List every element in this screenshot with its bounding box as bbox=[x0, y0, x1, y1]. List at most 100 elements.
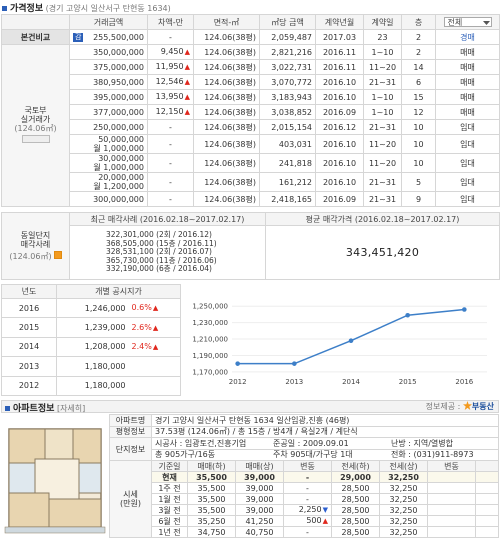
year: 2014 bbox=[1, 336, 57, 358]
contract-day: 21~31 bbox=[363, 74, 402, 90]
point bbox=[462, 307, 467, 312]
apartment-table: 아파트명 경기 고양시 일산서구 탄현동 1634 일산임광,진흥 (46평) 평형… bbox=[109, 414, 500, 538]
column-header: 거래금액 bbox=[69, 14, 148, 30]
area-text: (124.06㎡) bbox=[9, 252, 52, 261]
case-note: (11층 / 2016.06) bbox=[156, 255, 217, 265]
diff-text: - bbox=[169, 158, 172, 168]
rent-low: 29,000 bbox=[331, 471, 380, 483]
rent-high: 32,250 bbox=[379, 482, 428, 494]
contract-month: 2016.10 bbox=[315, 74, 364, 90]
sale-low: 35,500 bbox=[187, 493, 236, 505]
address: (경기 고양시 일산서구 탄현동 1634) bbox=[45, 4, 171, 13]
market-date: 현재 bbox=[151, 471, 188, 483]
land-change: 2.4%▲ bbox=[128, 336, 182, 358]
column-header: 개별 공시지가 bbox=[55, 284, 182, 299]
up-arrow: ▲ bbox=[184, 93, 190, 101]
info-label: 평형정보 bbox=[109, 425, 152, 438]
per-m2: 3,038,852 bbox=[259, 104, 316, 120]
auction-area: (124.06㎡) bbox=[5, 249, 66, 261]
up-arrow: ▲ bbox=[152, 342, 159, 351]
area: 124.06(38평) bbox=[193, 44, 260, 60]
case-price: 368,505,000 bbox=[106, 238, 154, 248]
year: 2012 bbox=[1, 375, 57, 396]
per-m2: 2,059,487 bbox=[259, 29, 316, 45]
deal-row: 380,950,000 12,546▲ 124.06(38평) 3,070,772 20… bbox=[2, 74, 500, 90]
sale-change: - bbox=[283, 471, 332, 483]
change-text: 2,250 bbox=[298, 505, 322, 515]
sale-high: 39,000 bbox=[235, 471, 284, 483]
case-note: (15층 / 2016.11) bbox=[156, 238, 217, 248]
case-price: 322,301,000 bbox=[106, 230, 154, 240]
diff-text: - bbox=[169, 122, 172, 132]
bullet bbox=[5, 406, 10, 411]
sale-change: - bbox=[283, 482, 332, 494]
complex-item: 총 905가구/16동 bbox=[155, 450, 216, 460]
sale-low: 35,500 bbox=[187, 504, 236, 516]
floor: 14 bbox=[401, 59, 436, 75]
change-text: 0.6% bbox=[131, 303, 152, 313]
change-text: - bbox=[306, 527, 309, 537]
x-tick-label: 2013 bbox=[285, 378, 303, 386]
amount-line: 월 1,000,000 bbox=[93, 163, 144, 172]
source-name: 부동산 bbox=[471, 402, 494, 411]
kind: 매매 bbox=[435, 44, 500, 60]
detail-link[interactable]: [자세히] bbox=[56, 404, 86, 413]
rent-high: 32,250 bbox=[379, 526, 428, 538]
area: 124.06(38평) bbox=[193, 119, 260, 135]
land-change bbox=[128, 375, 182, 396]
auction-label: 동일단지 매각사례 (124.06㎡) bbox=[1, 212, 70, 280]
market-date: 1월 전 bbox=[151, 493, 188, 505]
x-tick-label: 2014 bbox=[342, 378, 360, 386]
diff: 11,950▲ bbox=[147, 59, 194, 75]
market-date: 3월 전 bbox=[151, 504, 188, 516]
average-price: 343,451,420 bbox=[345, 245, 420, 259]
source: 정보제공 : 부동산 bbox=[426, 401, 494, 412]
x-tick-label: 2012 bbox=[229, 378, 247, 386]
case-note: (2회 / 2016.07) bbox=[156, 247, 212, 257]
market-spacer bbox=[474, 471, 500, 483]
rent-high: 32,250 bbox=[379, 493, 428, 505]
bullet bbox=[2, 6, 7, 11]
amount-text: 255,500,000 bbox=[93, 32, 144, 42]
filter-value: 전체 bbox=[447, 18, 463, 27]
sale-high: 41,250 bbox=[235, 515, 284, 527]
kind: 임대 bbox=[435, 172, 500, 192]
info-icon[interactable] bbox=[53, 251, 62, 259]
rent-change bbox=[427, 526, 476, 538]
amount-line: 30,000,000 bbox=[98, 154, 144, 164]
case-note: (2회 / 2016.12) bbox=[156, 230, 212, 240]
case-list: 322,301,000 (2회 / 2016.12) 368,505,000 (1… bbox=[69, 225, 266, 280]
floor: 2 bbox=[401, 44, 436, 60]
market-row: 6월 전 35,250 41,250 500▲ 28,500 32,250 bbox=[110, 515, 500, 527]
complex-value: 시공사 : 임광토건,진흥기업 준공일 : 2009.09.01 난방 : 지역/열… bbox=[150, 437, 500, 450]
area: 124.06(38평) bbox=[193, 134, 260, 154]
amount-line: 50,000,000 bbox=[98, 135, 144, 145]
complex-item: 난방 : 지역/열병합 bbox=[391, 438, 453, 448]
land-row: 2016 1,246,000 0.6%▲ bbox=[1, 297, 182, 319]
subject-row: 본건비교 감 255,500,000-124.06(38평) 2,059,487 201… bbox=[1, 29, 500, 45]
area: 124.06(38평) bbox=[193, 89, 260, 105]
filter-dropdown[interactable]: 전체 bbox=[443, 17, 492, 27]
deal-row: 377,000,000 12,150▲ 124.06(38평) 3,038,852 20… bbox=[2, 104, 500, 120]
sale-high: 39,000 bbox=[235, 504, 284, 516]
filter-cell: 전체 bbox=[435, 14, 500, 30]
change-text: - bbox=[306, 494, 309, 504]
average-title: 평균 매각가격 (2016.02.18~2017.02.17) bbox=[265, 212, 500, 226]
floor: 2 bbox=[401, 29, 436, 45]
contract-day: 1~10 bbox=[363, 104, 402, 120]
land-row: 2013 1,180,000 bbox=[1, 356, 182, 377]
y-tick-label: 1,250,000 bbox=[192, 303, 228, 311]
point bbox=[292, 361, 297, 366]
auction-body-row: 322,301,000 (2회 / 2016.12) 368,505,000 (1… bbox=[2, 225, 500, 280]
market-column-header: 매매(상) bbox=[235, 460, 284, 472]
column-header: 면적-㎡ bbox=[193, 14, 260, 30]
diff: 13,950▲ bbox=[147, 89, 194, 105]
info-row: 평형정보 37.53평 (124.06㎡) / 총 15층 / 방4개 / 욕실2… bbox=[109, 425, 500, 438]
rent-low: 28,500 bbox=[331, 482, 380, 494]
contract-day: 1~10 bbox=[363, 89, 402, 105]
complex-row: 총 905가구/16동 주차 905대/가구당 1대 전화 : (031)911-8… bbox=[110, 448, 500, 461]
floor-plan bbox=[4, 428, 106, 534]
expand-button[interactable] bbox=[21, 135, 50, 143]
deal-row: 20,000,000 월 1,200,000 - 124.06(38평) 161,212… bbox=[2, 172, 500, 192]
kind: 매매 bbox=[435, 104, 500, 120]
